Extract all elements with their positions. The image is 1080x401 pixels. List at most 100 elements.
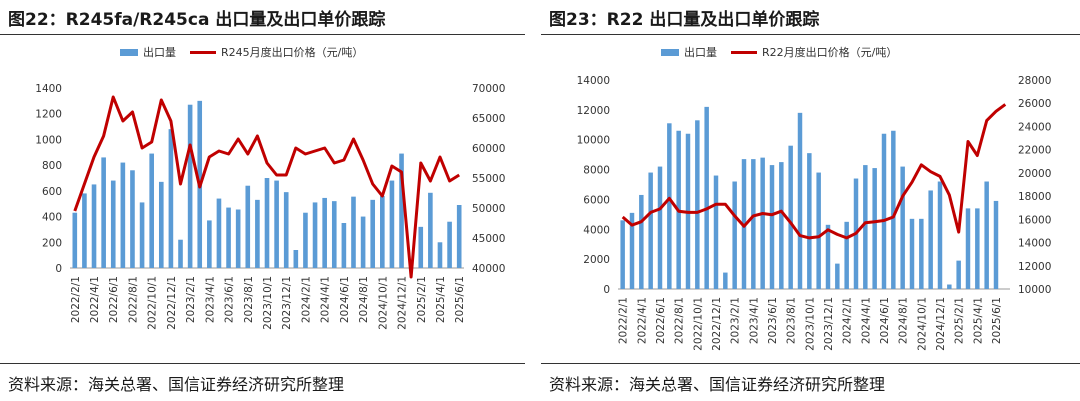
y-right-tick-label: 70000 [472,83,505,95]
y-right-tick-label: 50000 [472,203,505,215]
volume-bar [891,130,896,289]
volume-bar [380,196,385,268]
volume-bar [235,209,241,268]
volume-bar [947,284,952,289]
volume-bar [130,170,135,268]
x-tick-label: 2024/10/1 [377,276,389,330]
volume-bar [704,106,709,289]
volume-bar [732,181,737,289]
volume-bar [629,212,635,289]
x-tick-label: 2023/4/1 [204,276,216,323]
y-left-tick-label: 6000 [583,194,610,206]
legend-label-volume: 出口量 [684,46,717,59]
volume-bar [695,120,700,289]
legend-bar-swatch [661,48,679,56]
y-left-tick-label: 10000 [577,135,610,147]
price-line [621,103,1007,240]
y-right-tick-label: 22000 [1018,145,1051,157]
volume-bar [274,180,279,268]
y-right-tick-label: 28000 [1018,75,1051,87]
volume-bar [226,207,231,268]
volume-bar [975,208,980,289]
chart-legend: 出口量 R245月度出口价格（元/吨） [120,44,377,60]
y-right-tick-label: 14000 [1018,238,1051,250]
volume-bar [82,193,87,268]
y-right-tick-label: 10000 [1018,284,1051,296]
x-tick-label: 2024/8/1 [898,297,910,344]
x-tick-label: 2024/12/1 [397,276,409,330]
volume-bar [158,181,164,268]
right-chart-plot: 0 2000 4000 6000 8000 10000 12000 14000 10000 120… [577,75,1052,351]
volume-bar [667,123,672,290]
x-tick-label: 2023/2/1 [185,276,197,323]
volume-bar [751,159,756,289]
volume-bar [956,260,961,289]
x-tick-label: 2024/6/1 [879,297,891,344]
x-tick-label: 2022/6/1 [108,276,120,323]
legend-item-volume: 出口量 [120,44,176,60]
x-tick-label: 2024/4/1 [860,297,872,344]
y-left-tick-label: 0 [55,263,62,275]
x-tick-label: 2025/2/1 [416,276,428,323]
volume-bar [900,166,905,289]
volume-bar [360,216,366,268]
x-tick-label: 2022/12/1 [166,276,178,330]
y-left-tick-label: 200 [42,237,62,249]
x-tick-label: 2023/10/1 [262,276,274,330]
volume-bar [909,218,915,289]
legend-item-price: R22月度出口价格（元/吨） [731,44,897,60]
y-left-tick-label: 14000 [577,75,610,87]
volume-bar [351,196,356,268]
x-tick-label: 2024/10/1 [916,297,928,351]
x-tick-label: 2024/12/1 [935,297,947,351]
legend-label-price: R22月度出口价格（元/吨） [762,46,898,59]
x-tick-label: 2025/2/1 [954,297,966,344]
volume-bar [255,199,260,268]
source-note: 资料来源：海关总署、国信证券经济研究所整理 [549,375,886,394]
volume-bar [370,199,376,268]
volume-bar [245,185,251,268]
price-line [73,95,460,279]
y-left-tick-label: 1000 [35,134,62,146]
chart-title: 图22：R245fa/R245ca 出口量及出口单价跟踪 [8,10,386,30]
volume-bar [797,112,803,289]
x-tick-label: 2022/2/1 [70,276,82,323]
y-right-tick-label: 24000 [1018,121,1051,133]
volume-bar [965,208,971,289]
x-tick-label: 2024/8/1 [358,276,370,323]
volume-bar [437,242,443,268]
volume-bar [620,220,625,289]
volume-bar [928,190,933,289]
chart-title: 图23：R22 出口量及出口单价跟踪 [549,10,820,30]
volume-bar [881,133,887,289]
y-right-tick-label: 20000 [1018,168,1051,180]
x-tick-label: 2023/4/1 [748,297,760,344]
source-note: 资料来源：海关总署、国信证券经济研究所整理 [8,375,345,394]
volume-bar [187,104,193,268]
volume-bar [779,162,784,289]
right-chart-panel: 图23：R22 出口量及出口单价跟踪 出口量 R22月度出口价格（元/吨） 0 2… [541,0,1080,401]
volume-bar [769,165,775,289]
volume-bar [399,153,404,268]
x-tick-label: 2023/2/1 [730,297,742,344]
volume-bar [293,250,299,268]
top-divider [541,34,1080,35]
x-tick-label: 2024/6/1 [339,276,351,323]
volume-bar [723,272,728,289]
volume-bar [110,180,116,268]
x-tick-label: 2023/8/1 [786,297,798,344]
volume-bar [825,224,831,289]
x-tick-label: 2024/2/1 [300,276,312,323]
volume-bar [207,220,212,268]
volume-bar [760,157,765,289]
x-tick-label: 2025/6/1 [454,276,466,323]
y-right-tick-label: 55000 [472,173,505,185]
volume-bar [120,162,126,268]
volume-bar [72,212,78,268]
x-tick-label: 2022/8/1 [128,276,140,323]
left-chart-plot: 0 200 400 600 800 1000 1200 1400 40000 45000 50000… [35,83,505,330]
volume-bar [648,172,653,289]
y-left-tick-label: 0 [603,284,610,296]
volume-bar [418,226,424,268]
y-right-tick-label: 40000 [472,263,505,275]
